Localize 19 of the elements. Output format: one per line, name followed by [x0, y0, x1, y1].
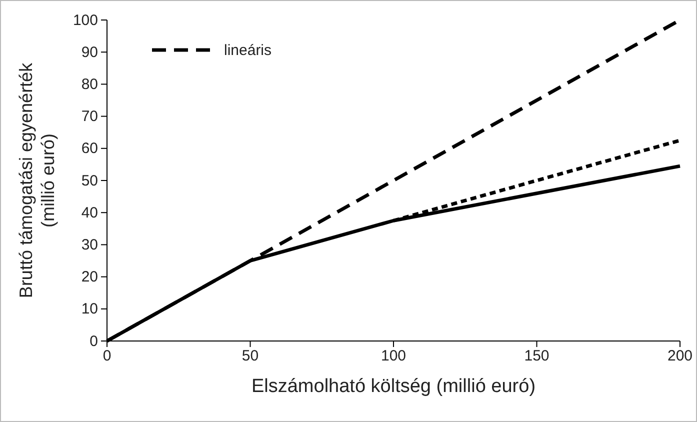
y-tick-label: 50	[81, 172, 98, 190]
y-tick-label: 60	[81, 140, 98, 158]
y-tick-label: 0	[90, 332, 98, 350]
x-tick-label: 50	[242, 348, 259, 365]
y-tick-label: 10	[81, 300, 98, 318]
x-tick-label: 100	[380, 348, 406, 365]
y-tick-label: 70	[81, 108, 98, 126]
x-axis-title: Elszámolható költség (millió euró)	[251, 376, 536, 397]
x-tick-label: 150	[524, 348, 550, 365]
legend-label: lineáris	[224, 42, 272, 59]
y-tick-label: 40	[81, 204, 98, 222]
y-tick-label: 100	[72, 12, 98, 29]
y-tick-label: 90	[81, 44, 98, 61]
y-tick-label: 30	[81, 236, 98, 254]
y-tick-label: 80	[81, 76, 98, 93]
y-axis-title: Bruttó támogatási egyenérték (millió euró)	[16, 62, 58, 298]
y-tick-label: 20	[81, 268, 98, 286]
x-tick-label: 200	[667, 348, 693, 365]
x-tick-label: 0	[102, 348, 112, 365]
